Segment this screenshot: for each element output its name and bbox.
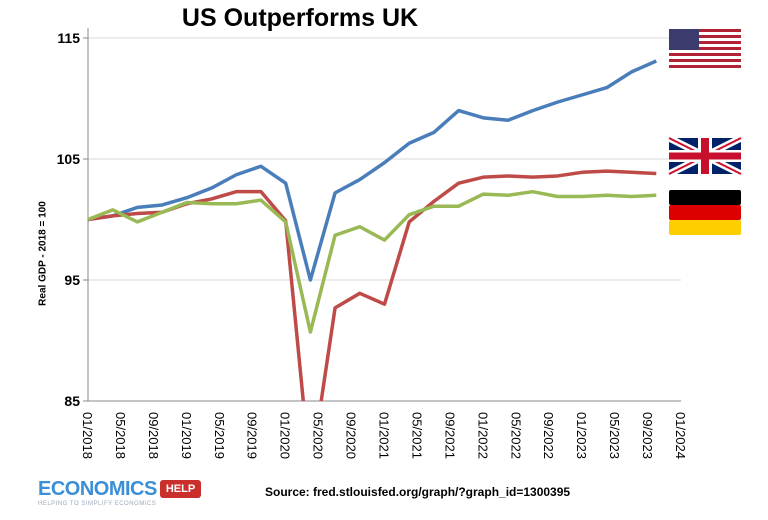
x-tick-label: 09/2021	[442, 412, 457, 459]
series-line-germany	[88, 189, 657, 334]
chart-title: US Outperforms UK	[181, 4, 419, 32]
x-tick-label: 05/2019	[212, 412, 227, 459]
x-tick-label: 05/2021	[409, 412, 424, 459]
us-flag-icon	[669, 29, 741, 68]
series-line-uk	[88, 169, 657, 401]
x-tick-label: 05/2023	[607, 412, 622, 459]
logo-tagline: HELPING TO SIMPLIFY ECONOMICS	[38, 501, 157, 507]
x-tick-label: 09/2018	[146, 412, 161, 459]
y-tick-label: 95	[64, 272, 80, 288]
x-tick-label: 05/2018	[113, 412, 128, 459]
economics-help-logo: ECONOMICS HELP HELPING TO SIMPLIFY ECONOM…	[38, 478, 202, 507]
series-line-us	[88, 59, 657, 282]
y-tick-label: 85	[64, 393, 80, 409]
x-tick-label: 01/2022	[475, 412, 490, 459]
x-tick-label: 05/2020	[311, 412, 326, 459]
x-tick-label: 01/2023	[574, 412, 589, 459]
logo-name: ECONOMICS	[38, 478, 157, 500]
x-tick-label: 01/2021	[377, 412, 392, 459]
uk-flag-icon	[667, 134, 743, 178]
x-tick-label: 01/2020	[278, 412, 293, 459]
x-tick-label: 09/2022	[541, 412, 556, 459]
x-tick-label: 01/2024	[673, 412, 688, 459]
logo-tag: HELP	[159, 480, 202, 498]
x-tick-label: 09/2019	[245, 412, 260, 459]
germany-flag-icon	[669, 190, 741, 235]
y-tick-label: 105	[57, 151, 81, 167]
x-tick-label: 09/2023	[640, 412, 655, 459]
y-tick-label: 115	[57, 30, 80, 46]
x-tick-label: 01/2019	[179, 412, 194, 459]
x-tick-label: 05/2022	[508, 412, 523, 459]
x-tick-label: 09/2020	[344, 412, 359, 459]
source-note: Source: fred.stlouisfed.org/graph/?graph…	[265, 485, 571, 499]
x-tick-label: 01/2018	[80, 412, 95, 459]
